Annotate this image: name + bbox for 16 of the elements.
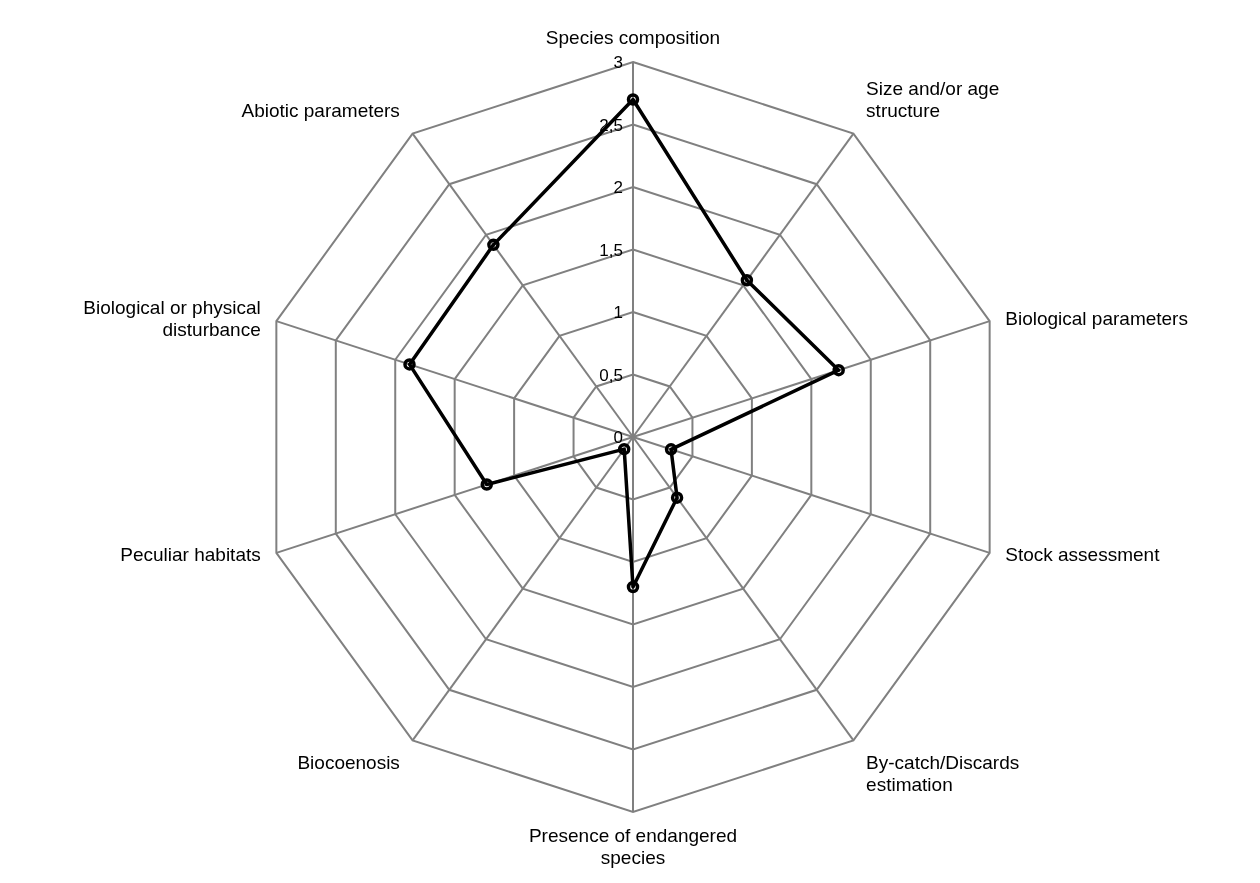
spoke-label: Biological parameters [1005,307,1188,329]
y-tick-label: 0,5 [599,365,623,385]
y-tick-label: 1,5 [599,240,623,260]
y-tick-label: 2 [613,178,623,197]
spoke-label: Stock assessment [1005,544,1161,566]
spoke-label: Peculiar habitats [120,544,261,566]
spoke-label: Species composition [545,27,721,48]
y-tick-label: 0 [613,428,623,447]
spoke-label: Biological or physical disturbance [83,296,261,340]
y-tick-label: 3 [613,53,623,72]
spoke-label: Abiotic parameters [241,100,400,122]
spoke-label: Biocoenosis [297,751,400,773]
spoke-label: Presence of endangered species [528,825,738,868]
spoke-label: By-catch/Discards estimation [866,751,1020,795]
y-tick-label: 1 [613,303,623,322]
spoke-label: Size and/or age structure [866,78,1000,122]
